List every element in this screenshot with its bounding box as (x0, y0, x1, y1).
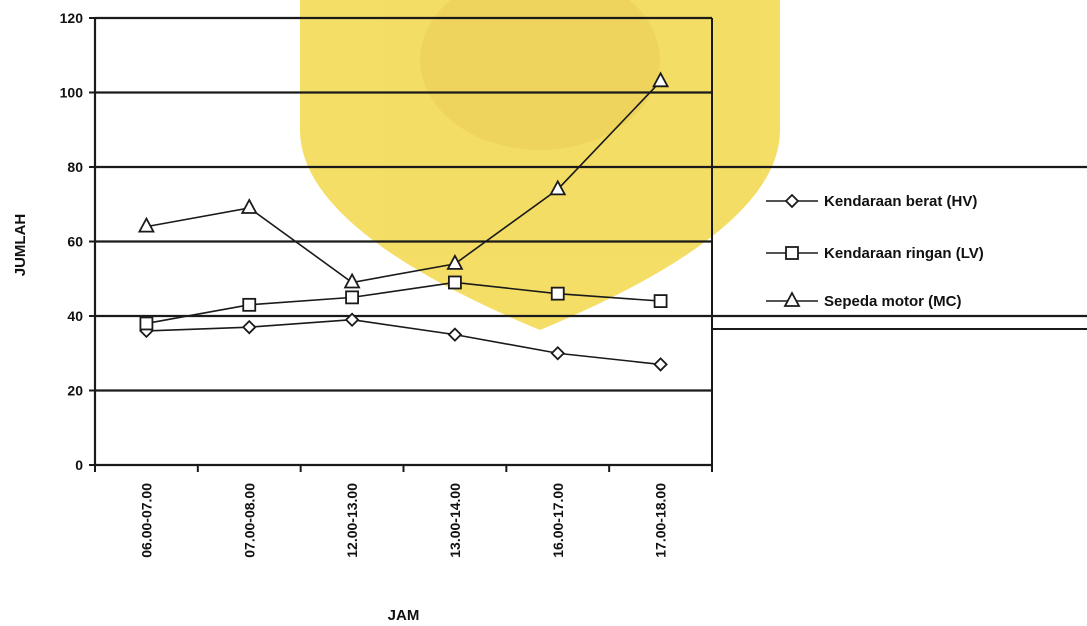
series-line-0 (146, 318, 661, 366)
x-tick-label: 17.00-18.00 (653, 483, 669, 558)
data-point (240, 198, 258, 214)
data-point (652, 71, 670, 88)
y-tick-label: 80 (67, 159, 83, 175)
y-tick-label: 60 (67, 234, 83, 250)
legend-label: Kendaraan ringan (LV) (824, 245, 984, 262)
x-axis-title: JAM (388, 607, 420, 624)
data-point (139, 316, 154, 331)
x-tick-label: 16.00-17.00 (550, 483, 566, 558)
data-point (653, 357, 668, 372)
legend-marker (785, 246, 799, 260)
legend-label: Kendaraan berat (HV) (824, 193, 977, 210)
y-tick-label: 120 (60, 10, 84, 26)
data-point (241, 319, 257, 335)
y-tick-label: 100 (60, 85, 84, 101)
data-point (242, 297, 257, 312)
x-tick-label: 13.00-14.00 (447, 483, 463, 558)
x-tick-label: 06.00-07.00 (138, 483, 154, 558)
data-point (549, 179, 567, 196)
legend-marker (783, 291, 801, 307)
y-tick-label: 0 (75, 457, 83, 473)
data-point (653, 294, 668, 309)
data-point (550, 345, 566, 361)
y-tick-label: 20 (67, 383, 83, 399)
x-tick-label: 07.00-08.00 (241, 483, 257, 558)
legend-label: Sepeda motor (MC) (824, 293, 962, 310)
series-line-1 (146, 281, 661, 325)
data-point (345, 290, 359, 305)
data-point (137, 216, 155, 233)
legend-marker (784, 193, 800, 209)
data-point (550, 286, 565, 301)
data-point (343, 272, 361, 289)
y-axis-title: JUMLAH (12, 214, 29, 277)
watermark-seal (300, 0, 780, 330)
data-point (447, 327, 463, 342)
x-tick-label: 12.00-13.00 (344, 483, 360, 558)
data-point (446, 253, 464, 270)
data-point (344, 312, 360, 327)
y-tick-label: 40 (67, 308, 83, 324)
series-line-2 (146, 80, 662, 284)
data-point (448, 275, 462, 290)
